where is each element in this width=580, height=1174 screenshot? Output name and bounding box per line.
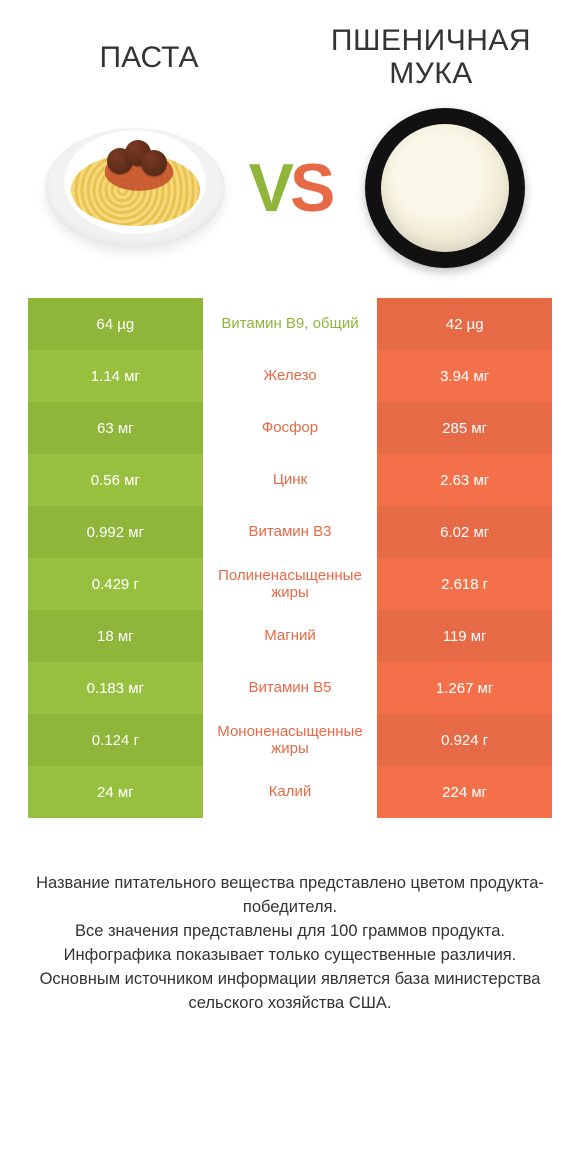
titles-row: ПАСТА ПШЕНИЧНАЯ МУКА: [28, 24, 552, 90]
table-row: 0.56 мгЦинк2.63 мг: [28, 454, 552, 506]
vs-letter-v: V: [249, 150, 290, 226]
left-value: 18 мг: [28, 610, 203, 662]
table-row: 0.183 мгВитамин B51.267 мг: [28, 662, 552, 714]
right-value: 6.02 мг: [377, 506, 552, 558]
nutrient-label: Цинк: [203, 454, 378, 506]
footer-line: Инфографика показывает только существенн…: [34, 944, 546, 968]
nutrient-label: Полиненасыщенные жиры: [203, 558, 378, 610]
left-value: 1.14 мг: [28, 350, 203, 402]
left-value: 63 мг: [28, 402, 203, 454]
pasta-icon: [45, 128, 225, 248]
table-row: 1.14 мгЖелезо3.94 мг: [28, 350, 552, 402]
nutrient-label: Фосфор: [203, 402, 378, 454]
left-value: 0.183 мг: [28, 662, 203, 714]
right-value: 224 мг: [377, 766, 552, 818]
left-value: 0.992 мг: [28, 506, 203, 558]
right-value: 2.63 мг: [377, 454, 552, 506]
nutrient-label: Мононенасыщенные жиры: [203, 714, 378, 766]
comparison-infographic: ПАСТА ПШЕНИЧНАЯ МУКА VS 64 µgВитамин B9,…: [0, 0, 580, 1056]
product-right-image: [337, 108, 552, 268]
right-value: 285 мг: [377, 402, 552, 454]
left-value: 24 мг: [28, 766, 203, 818]
nutrient-table: 64 µgВитамин B9, общий42 µg1.14 мгЖелезо…: [28, 298, 552, 818]
left-value: 0.124 г: [28, 714, 203, 766]
nutrient-label: Магний: [203, 610, 378, 662]
footer-line: Все значения представлены для 100 граммо…: [34, 920, 546, 944]
nutrient-label: Железо: [203, 350, 378, 402]
right-value: 1.267 мг: [377, 662, 552, 714]
nutrient-label: Витамин B9, общий: [203, 298, 378, 350]
footer-line: Название питательного вещества представл…: [34, 872, 546, 920]
hero-row: VS: [28, 108, 552, 268]
nutrient-label: Витамин B3: [203, 506, 378, 558]
product-left-title: ПАСТА: [28, 41, 270, 74]
vs-label: VS: [243, 154, 338, 222]
vs-letter-s: S: [290, 150, 331, 226]
product-left-image: [28, 108, 243, 268]
left-value: 64 µg: [28, 298, 203, 350]
footer-notes: Название питательного вещества представл…: [28, 872, 552, 1016]
table-row: 64 µgВитамин B9, общий42 µg: [28, 298, 552, 350]
table-row: 0.992 мгВитамин B36.02 мг: [28, 506, 552, 558]
left-value: 0.56 мг: [28, 454, 203, 506]
table-row: 0.429 гПолиненасыщенные жиры2.618 г: [28, 558, 552, 610]
right-value: 2.618 г: [377, 558, 552, 610]
table-row: 24 мгКалий224 мг: [28, 766, 552, 818]
right-value: 119 мг: [377, 610, 552, 662]
nutrient-label: Витамин B5: [203, 662, 378, 714]
right-value: 0.924 г: [377, 714, 552, 766]
nutrient-label: Калий: [203, 766, 378, 818]
left-value: 0.429 г: [28, 558, 203, 610]
flour-icon: [365, 108, 525, 268]
footer-line: Основным источником информации является …: [34, 968, 546, 1016]
table-row: 63 мгФосфор285 мг: [28, 402, 552, 454]
right-value: 42 µg: [377, 298, 552, 350]
right-value: 3.94 мг: [377, 350, 552, 402]
product-right-title: ПШЕНИЧНАЯ МУКА: [310, 24, 552, 90]
table-row: 0.124 гМононенасыщенные жиры0.924 г: [28, 714, 552, 766]
table-row: 18 мгМагний119 мг: [28, 610, 552, 662]
